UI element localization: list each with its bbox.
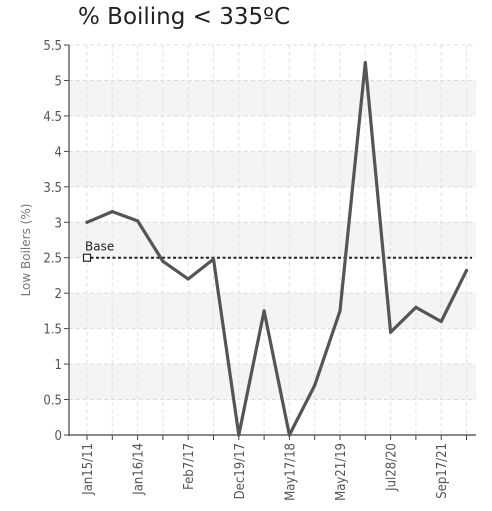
x-tick-label: May17/18: [283, 443, 298, 501]
y-tick-label: 2.5: [43, 252, 62, 267]
y-tick-label: 1: [55, 358, 62, 373]
reference-marker: [82, 253, 92, 262]
data-point: [186, 277, 190, 281]
axes: [64, 44, 476, 440]
x-tick-label: Jul28/20: [385, 443, 400, 492]
y-tick-label: 5.5: [43, 39, 62, 54]
data-point: [414, 305, 418, 309]
series-line: [85, 61, 469, 437]
grid-band: [69, 151, 476, 187]
y-tick-label: 0: [55, 429, 62, 444]
data-point: [262, 309, 266, 313]
x-tick-label: Feb7/17: [182, 443, 197, 490]
data-point: [110, 210, 114, 214]
y-tick-label: 0.5: [43, 394, 62, 409]
data-point: [439, 319, 443, 324]
plot-background: [69, 80, 476, 400]
reference-line-group: Base: [82, 240, 472, 262]
data-point: [237, 433, 241, 437]
y-tick-label: 2: [55, 287, 62, 302]
data-point: [313, 383, 317, 387]
data-point: [338, 309, 342, 313]
data-point: [211, 257, 216, 261]
y-tick-label: 3.5: [43, 181, 62, 196]
y-axis-label: Low Boilers (%): [19, 204, 33, 297]
grid-band: [69, 293, 476, 329]
data-point: [85, 220, 89, 224]
x-tick-label: Dec19/17: [233, 443, 248, 499]
y-tick-label: 4: [55, 145, 62, 160]
y-tick-label: 4.5: [43, 110, 62, 125]
data-points: [85, 61, 469, 437]
data-point: [389, 330, 393, 334]
x-tick-label: Jan16/14: [132, 443, 147, 496]
x-tick-label: Sep17/21: [435, 443, 450, 499]
x-tick-label: Jan15/11: [81, 443, 96, 496]
grid-band: [69, 364, 476, 400]
grid-band: [69, 80, 476, 116]
y-tick-label: 5: [55, 74, 62, 89]
grid-band: [69, 222, 476, 258]
data-point: [161, 259, 165, 263]
chart-title: % Boiling < 335ºC: [78, 4, 291, 30]
y-tick-label: 1.5: [43, 323, 62, 338]
y-tick-label: 3: [55, 216, 62, 231]
x-tick-labels: Jan15/11 Jan16/14 Feb7/17 Dec19/17 May17/18 M…: [81, 443, 450, 501]
data-point: [464, 268, 469, 273]
reference-label: Base: [85, 240, 114, 254]
y-tick-labels: 0 0.5 1 1.5 2 2.5 3 3.5 4 4.5 5 5.5: [43, 39, 62, 444]
data-point: [287, 433, 291, 437]
data-point: [136, 219, 140, 223]
x-tick-label: May21/19: [334, 443, 349, 501]
data-point: [363, 61, 367, 65]
